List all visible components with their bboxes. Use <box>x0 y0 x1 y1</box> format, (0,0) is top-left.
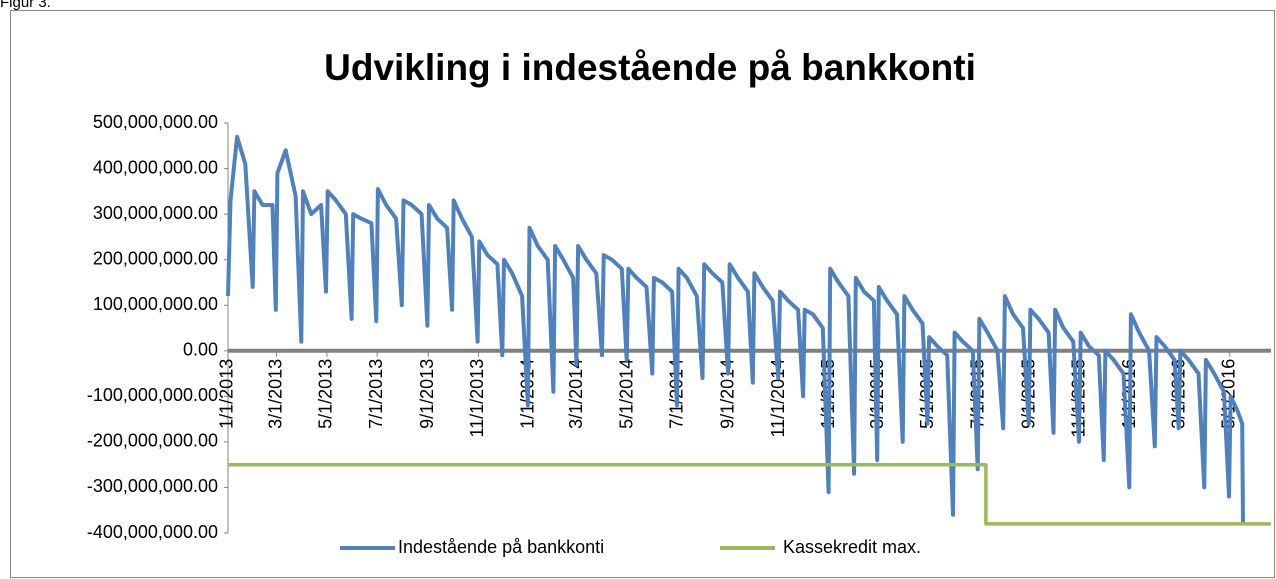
y-tick-label: 400,000,000.00 <box>93 157 218 177</box>
y-tick-label: -300,000,000.00 <box>87 476 218 496</box>
x-tick-label: 9/1/2013 <box>417 359 437 429</box>
x-tick-label: 3/1/2014 <box>566 359 586 429</box>
chart-title: Udvikling i indestående på bankkonti <box>324 47 976 88</box>
y-tick-label: 200,000,000.00 <box>93 248 218 268</box>
chart-frame <box>10 10 1275 578</box>
figure-caption: Figur 3. <box>0 0 51 11</box>
x-tick-label: 5/1/2014 <box>616 359 636 429</box>
y-tick-label: -200,000,000.00 <box>87 431 218 451</box>
x-tick-label: 11/1/2014 <box>768 359 788 438</box>
y-tick-label: 500,000,000.00 <box>93 112 218 132</box>
legend-label: Kassekredit max. <box>783 537 921 557</box>
x-tick-label: 9/1/2014 <box>718 359 738 429</box>
x-tick-label: 5/1/2013 <box>316 359 336 429</box>
y-tick-label: 300,000,000.00 <box>93 203 218 223</box>
y-tick-label: 0.00 <box>183 340 218 360</box>
x-tick-label: 11/1/2013 <box>467 359 487 438</box>
series-line <box>226 134 1245 524</box>
y-tick-label: -100,000,000.00 <box>87 385 218 405</box>
legend-label: Indestående på bankkonti <box>398 537 604 557</box>
y-tick-label: -400,000,000.00 <box>87 522 218 542</box>
x-tick-label: 3/1/2013 <box>265 359 285 429</box>
x-tick-label: 7/1/2013 <box>366 359 386 429</box>
y-tick-label: 100,000,000.00 <box>93 294 218 314</box>
x-tick-label: 1/1/2013 <box>217 359 237 429</box>
series-line <box>228 462 1271 526</box>
